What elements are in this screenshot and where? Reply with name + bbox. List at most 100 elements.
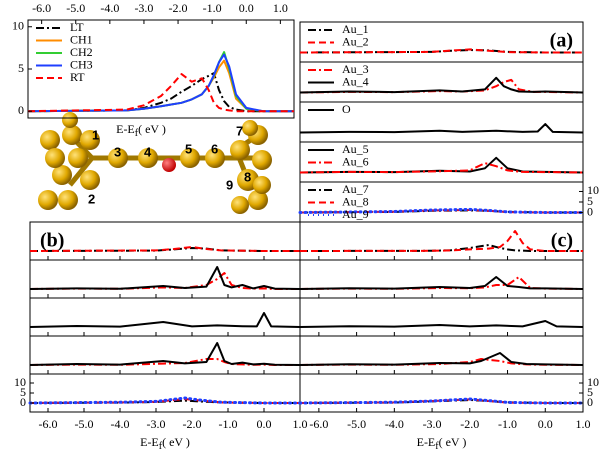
atom-label: 1 — [92, 127, 99, 142]
data-line — [29, 246, 300, 252]
x-tick-label: -4.0 — [385, 417, 404, 431]
data-line — [299, 320, 584, 328]
x-tick-label: -5.0 — [347, 417, 366, 431]
data-line — [299, 230, 583, 252]
y-tick-label: 10 — [587, 375, 599, 389]
x-tick-label: 0.0 — [538, 417, 553, 431]
x-axis-label-part: E-E — [417, 435, 436, 449]
y-tick-label: 0 — [587, 204, 593, 218]
y-tick-label: 5 — [18, 61, 24, 75]
x-tick-label: -5.0 — [66, 1, 85, 15]
legend-label: LT — [70, 20, 84, 34]
x-tick-label: -6.0 — [309, 417, 328, 431]
panel-label: (c) — [551, 230, 573, 252]
x-tick-label: 0.0 — [239, 1, 254, 15]
data-line — [299, 48, 583, 54]
data-line — [299, 123, 584, 134]
x-tick-label: -4.0 — [100, 1, 119, 15]
subplot-frame — [29, 335, 301, 375]
data-line — [29, 342, 301, 366]
structure-diagram: 1 2 3 4 5 6 7 8 9 — [38, 112, 272, 214]
y-tick-label: 10 — [14, 375, 26, 389]
x-axis-label-part: ( eV ) — [439, 435, 467, 449]
panel-label: (a) — [550, 30, 573, 52]
y-tick-label: 10 — [12, 19, 24, 33]
legend-label: Au_2 — [342, 34, 369, 48]
x-tick-label: 0.0 — [257, 417, 272, 431]
legend-label: Au_1 — [342, 22, 369, 36]
x-axis-label-part: ( eV ) — [138, 122, 166, 136]
x-axis-label-sub: f — [159, 441, 163, 452]
x-axis-label-part: E-E — [116, 122, 135, 136]
data-line — [298, 207, 585, 214]
y-tick-label: 10 — [587, 183, 599, 197]
subplot-frame — [299, 259, 584, 299]
legend-label: Au_7 — [342, 182, 369, 196]
data-line — [27, 73, 294, 113]
data-line — [299, 76, 584, 94]
atom-label: 8 — [244, 169, 251, 184]
atom-label: 4 — [144, 144, 152, 159]
legend-label: CH2 — [70, 45, 93, 59]
legend-label: Au_6 — [342, 154, 369, 168]
x-tick-label: -6.0 — [32, 1, 51, 15]
y-tick-label: 5 — [587, 385, 593, 399]
x-tick-label: -1.0 — [203, 1, 222, 15]
panel-label: (b) — [40, 230, 64, 252]
x-tick-label: -1.0 — [498, 417, 517, 431]
x-axis-label-sub: f — [435, 441, 439, 452]
data-line — [29, 247, 300, 252]
data-line — [29, 266, 301, 290]
atom-label: 9 — [226, 177, 233, 192]
data-line — [299, 156, 584, 174]
subplot-frame — [29, 221, 301, 261]
subplot-frame — [299, 297, 584, 337]
legend-label: Au_9 — [342, 207, 369, 221]
x-tick-label: -3.0 — [147, 417, 166, 431]
x-axis-label: E-Ef( eV ) — [116, 122, 166, 140]
legend-label: CH3 — [70, 57, 93, 71]
subplot-frame — [29, 373, 301, 413]
x-axis-label: E-Ef( eV ) — [140, 435, 190, 453]
data-line — [299, 352, 584, 366]
data-line — [28, 396, 302, 405]
y-tick-label: 0 — [20, 395, 26, 409]
y-tick-label: 5 — [20, 385, 26, 399]
x-axis-label: E-Ef( eV ) — [417, 435, 467, 453]
legend-label: RT — [70, 70, 85, 84]
legend-label: Au_8 — [342, 194, 369, 208]
x-tick-label: 1.0 — [576, 417, 591, 431]
x-tick-label: -4.0 — [111, 417, 130, 431]
subplot-frame — [299, 221, 584, 261]
x-tick-label: -2.0 — [169, 1, 188, 15]
subplot-frame — [299, 373, 584, 413]
atom-label: 5 — [185, 141, 192, 156]
legend-label: Au_4 — [342, 74, 369, 88]
gold-atoms — [38, 112, 272, 214]
x-axis-label-part: ( eV ) — [162, 435, 190, 449]
atom-label: 3 — [114, 144, 121, 159]
y-tick-label: 0 — [587, 395, 593, 409]
x-tick-label: -6.0 — [39, 417, 58, 431]
data-line — [29, 312, 301, 328]
data-line — [27, 72, 294, 113]
x-tick-label: 1.0 — [273, 1, 288, 15]
x-tick-label: -1.0 — [219, 417, 238, 431]
atom-label: 6 — [211, 141, 218, 156]
data-line — [299, 276, 584, 290]
data-line — [298, 397, 585, 405]
x-axis-label-sub: f — [135, 128, 139, 139]
subplot-frame — [29, 297, 301, 337]
x-tick-label: -2.0 — [183, 417, 202, 431]
x-tick-label: -3.0 — [423, 417, 442, 431]
atom-label: 7 — [236, 123, 243, 138]
subplot-frame — [299, 335, 584, 375]
x-tick-label: 1.0 — [293, 417, 308, 431]
x-axis-label-part: E-E — [140, 435, 159, 449]
x-tick-label: -3.0 — [134, 1, 153, 15]
y-tick-label: 0 — [18, 103, 24, 117]
legend-label: Au_3 — [342, 62, 369, 76]
data-line — [299, 358, 584, 366]
